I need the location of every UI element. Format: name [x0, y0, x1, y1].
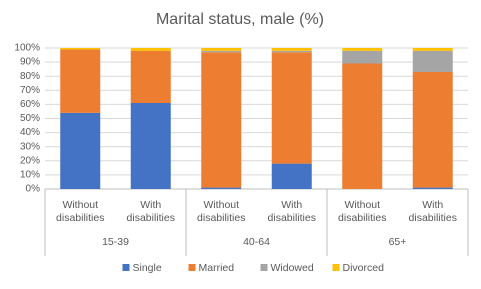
y-tick-label: 0% — [26, 184, 41, 195]
group-label: 65+ — [389, 236, 407, 248]
x-tick-label: With disabilities — [267, 199, 316, 224]
y-tick-label: 20% — [20, 155, 40, 166]
x-tick-label: Without disabilities — [56, 199, 105, 224]
y-tick-label: 80% — [20, 71, 40, 82]
y-tick-label: 30% — [20, 141, 40, 152]
legend-swatch — [260, 264, 268, 271]
legend-swatch — [188, 264, 196, 271]
y-tick-label: 100% — [14, 43, 40, 54]
chart-title: Marital status, male (%) — [156, 11, 324, 28]
x-tick-label: Without disabilities — [197, 199, 246, 224]
group-label: 15-39 — [102, 236, 129, 248]
x-tick-label: Without disabilities — [338, 199, 387, 224]
legend-label: Widowed — [271, 262, 314, 274]
bar-segment — [412, 71, 453, 188]
x-tick-label: With disabilities — [408, 199, 457, 224]
bar-segment — [412, 50, 453, 72]
bar-segment — [130, 48, 171, 51]
bar-segment — [271, 50, 312, 53]
bar-segment — [201, 50, 242, 53]
y-tick-label: 40% — [20, 127, 40, 138]
legend-label: Single — [133, 262, 162, 274]
bar-segment — [342, 48, 383, 51]
y-tick-label: 60% — [20, 99, 40, 110]
bar-segment — [342, 50, 383, 64]
bar-segment — [342, 63, 383, 190]
legend-label: Divorced — [343, 262, 385, 274]
y-tick-label: 70% — [20, 85, 40, 96]
bar-segment — [60, 49, 101, 113]
group-label: 40-64 — [243, 236, 270, 248]
bar-segment — [271, 163, 312, 189]
bar-segment — [201, 48, 242, 51]
legend-swatch — [332, 264, 340, 271]
bar-segment — [130, 50, 171, 103]
bar-segment — [271, 48, 312, 51]
bar-segment — [412, 48, 453, 51]
legend-label: Married — [199, 262, 235, 274]
bar-segment — [130, 102, 171, 189]
bar-segment — [201, 187, 242, 189]
legend-swatch — [122, 264, 130, 271]
y-tick-label: 10% — [20, 170, 40, 181]
x-tick-label: With disabilities — [126, 199, 175, 224]
bar-segment — [271, 52, 312, 164]
bar-segment — [412, 187, 453, 189]
y-tick-label: 90% — [20, 57, 40, 68]
bar-segment — [60, 48, 101, 50]
bar-segment — [60, 112, 101, 189]
y-tick-label: 50% — [20, 113, 40, 124]
bar-segment — [201, 52, 242, 188]
